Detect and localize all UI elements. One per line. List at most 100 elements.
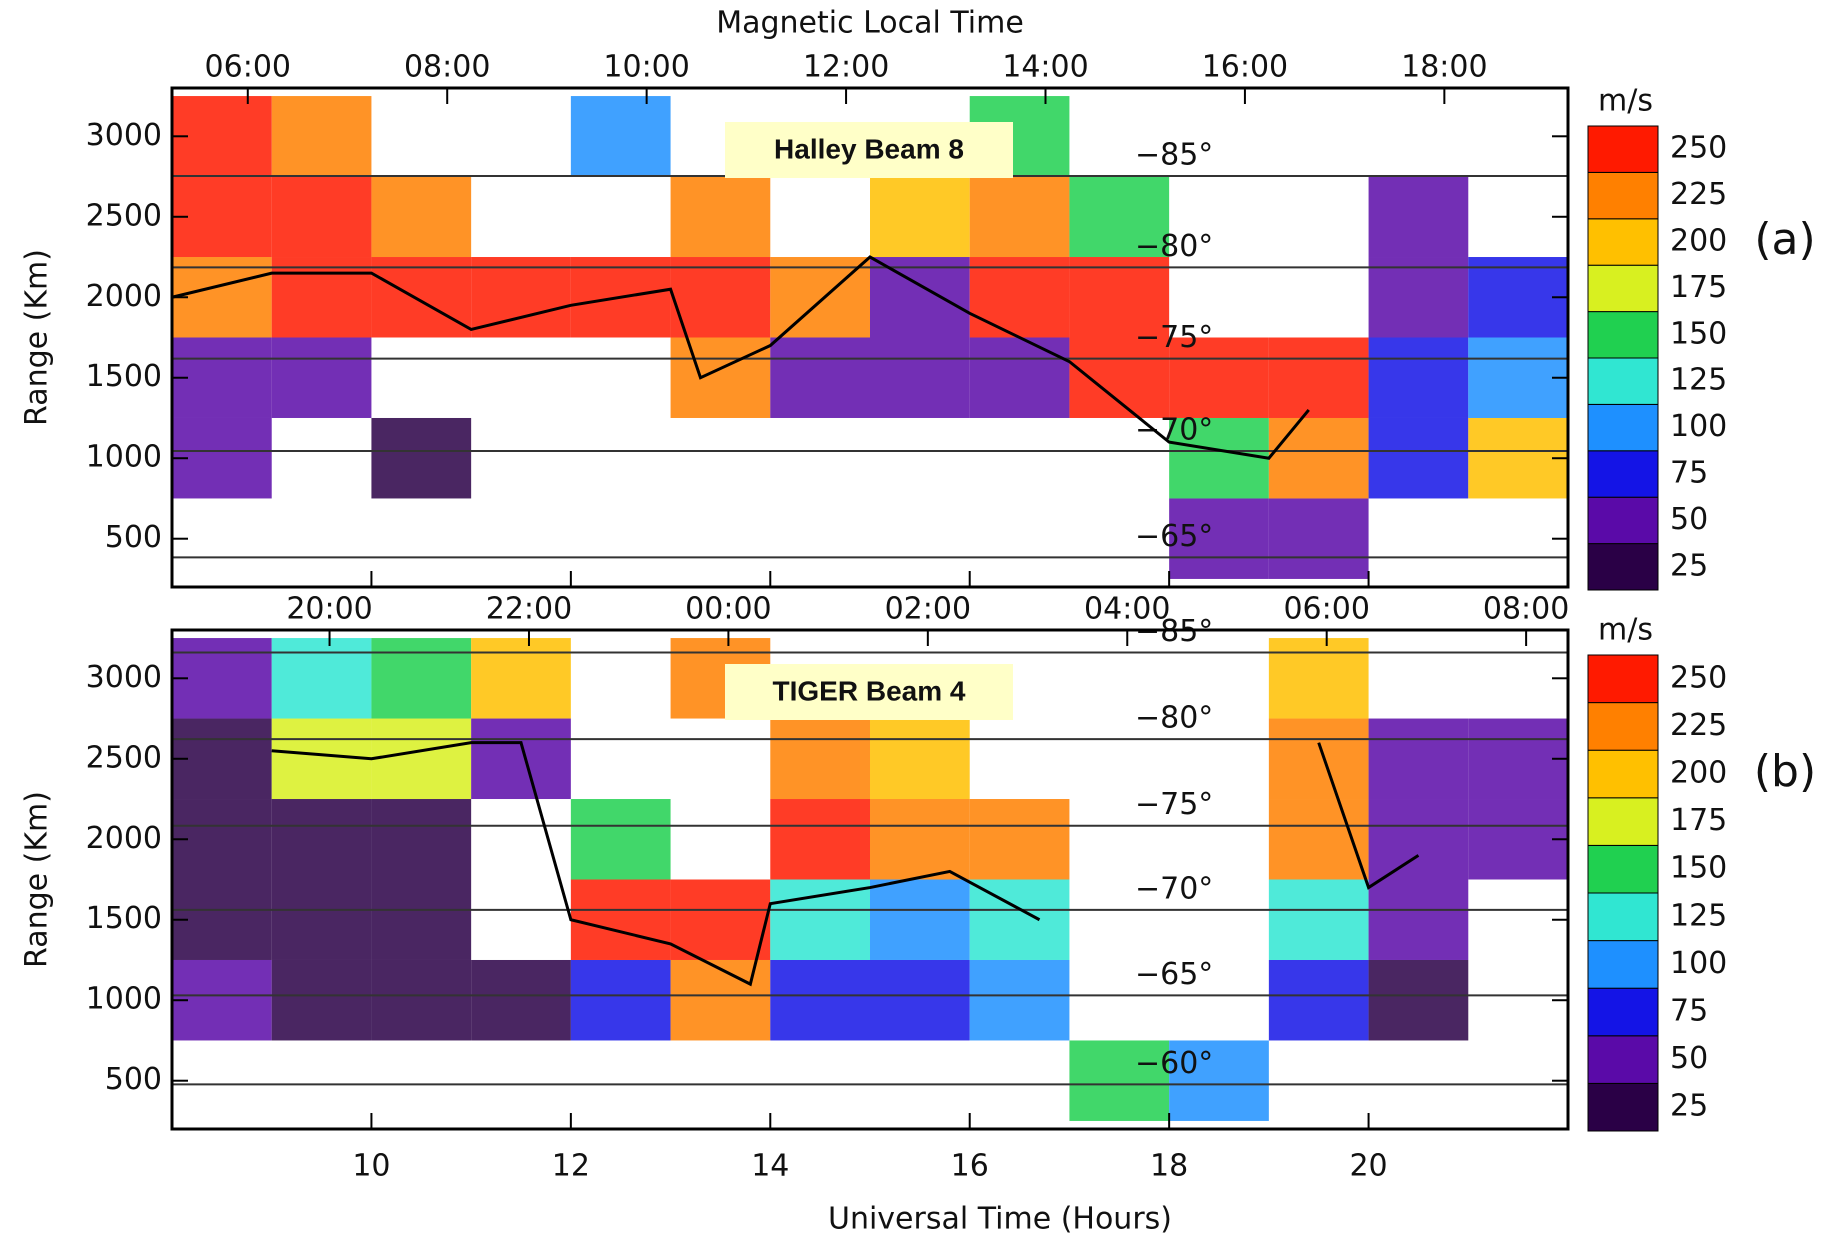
- heat-cell: [870, 799, 970, 880]
- heat-cell: [271, 337, 372, 418]
- title-box: [725, 122, 1013, 178]
- colorbar-label: 175: [1670, 803, 1727, 838]
- heat-cell: [1069, 1040, 1170, 1121]
- heat-cell: [1169, 417, 1269, 499]
- latitude-label: −60°: [1135, 1046, 1213, 1081]
- colorbar-title: m/s: [1598, 84, 1653, 119]
- heat-cell: [670, 257, 771, 338]
- x2-tick-label: 04:00: [1084, 592, 1170, 627]
- heat-cell: [1069, 257, 1170, 338]
- y-tick-label: 3000: [86, 118, 162, 153]
- heat-cell: [172, 799, 272, 880]
- heat-cell: [271, 959, 372, 1041]
- colorbar-label: 150: [1670, 316, 1727, 351]
- heat-cell: [770, 959, 870, 1041]
- colorbar-label: 250: [1670, 131, 1727, 166]
- latitude-label: −75°: [1135, 320, 1213, 355]
- x2-tick-label: 00:00: [685, 592, 771, 627]
- x2-tick-label: 06:00: [205, 50, 291, 85]
- colorbar-label: 75: [1670, 994, 1708, 1029]
- y-tick-label: 1500: [86, 901, 162, 936]
- x-tick-label: 16: [951, 1149, 989, 1184]
- heat-cell: [570, 799, 671, 880]
- heat-cell: [172, 718, 272, 800]
- heat-cell: [1468, 417, 1568, 499]
- colorbar-label: 25: [1670, 1089, 1708, 1124]
- x-tick-label: 12: [552, 1149, 590, 1184]
- heat-cell: [1368, 257, 1469, 338]
- heat-cell: [969, 959, 1070, 1041]
- heat-cell: [172, 337, 272, 418]
- heat-cell: [1268, 498, 1369, 579]
- heat-cell: [1268, 417, 1369, 499]
- colorbar-label: 125: [1670, 898, 1727, 933]
- colorbar-label: 125: [1670, 363, 1727, 398]
- heat-cell: [870, 879, 970, 960]
- heat-cell: [1368, 176, 1469, 258]
- heat-cell: [670, 176, 771, 258]
- y-tick-label: 1000: [86, 982, 162, 1017]
- heat-cell: [969, 257, 1070, 338]
- heat-cell: [870, 257, 970, 338]
- x-tick-label: 10: [352, 1149, 390, 1184]
- x2-tick-label: 14:00: [1002, 50, 1088, 85]
- heat-cell: [1468, 257, 1568, 338]
- colorbar-label: 25: [1670, 548, 1708, 583]
- heat-cell: [770, 879, 870, 960]
- heat-cell: [371, 959, 472, 1041]
- x2-tick-label: 12:00: [803, 50, 889, 85]
- colorbar-swatch: [1587, 1035, 1659, 1084]
- x2-tick-label: 08:00: [404, 50, 490, 85]
- colorbar-swatch: [1587, 1082, 1659, 1132]
- x2-tick-label: 06:00: [1283, 592, 1369, 627]
- heat-cell: [271, 799, 372, 880]
- y-tick-label: 2000: [86, 821, 162, 856]
- heat-cell: [172, 176, 272, 258]
- x2-tick-label: 22:00: [486, 592, 572, 627]
- colorbar-swatch: [1587, 264, 1659, 313]
- heat-cell: [1368, 337, 1469, 418]
- colorbar-label: 175: [1670, 270, 1727, 305]
- colorbar-swatch: [1587, 654, 1659, 704]
- heat-cell: [172, 638, 272, 719]
- heat-cell: [471, 959, 571, 1041]
- heat-cell: [570, 959, 671, 1041]
- heat-cell: [371, 718, 472, 800]
- heat-cell: [770, 718, 870, 800]
- colorbar-label: 100: [1670, 946, 1727, 981]
- heat-cell: [271, 96, 372, 177]
- x2-tick-label: 16:00: [1202, 50, 1288, 85]
- heat-cell: [471, 718, 571, 800]
- heat-cell: [969, 879, 1070, 960]
- panel-title: Halley Beam 8: [774, 133, 964, 164]
- heat-cell: [371, 257, 472, 338]
- heat-cell: [172, 96, 272, 177]
- heat-cell: [570, 96, 671, 177]
- heat-cell: [1169, 498, 1269, 579]
- colorbar-title: m/s: [1598, 613, 1653, 648]
- heat-cell: [770, 799, 870, 880]
- heat-cell: [371, 176, 472, 258]
- y-axis-label: Range (Km): [20, 249, 55, 426]
- heat-cell: [1268, 879, 1369, 960]
- colorbar-label: 225: [1670, 708, 1727, 743]
- heat-cell: [271, 879, 372, 960]
- x-axis-label: Universal Time (Hours): [828, 1202, 1172, 1237]
- heat-cell: [870, 959, 970, 1041]
- heat-cell: [870, 337, 970, 418]
- colorbar-swatch: [1587, 749, 1659, 799]
- heat-cell: [1069, 337, 1170, 418]
- heat-cell: [1268, 799, 1369, 880]
- x2-tick-label: 20:00: [286, 592, 372, 627]
- heat-cell: [1368, 417, 1469, 499]
- heat-cell: [969, 799, 1070, 880]
- latitude-label: −85°: [1135, 138, 1213, 173]
- y-tick-label: 2000: [86, 279, 162, 314]
- latitude-label: −85°: [1135, 614, 1213, 649]
- heat-cell: [371, 799, 472, 880]
- heat-cell: [1268, 718, 1369, 800]
- latitude-label: −70°: [1135, 871, 1213, 906]
- colorbar-label: 50: [1670, 502, 1708, 537]
- heat-cell: [1468, 718, 1568, 800]
